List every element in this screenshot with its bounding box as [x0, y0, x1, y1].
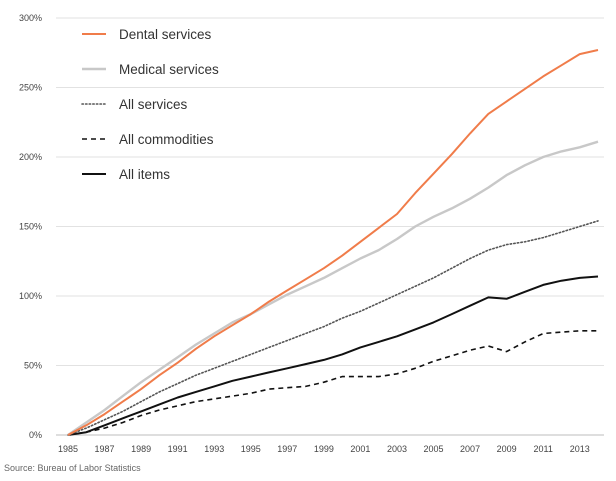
legend-label: All commodities — [119, 132, 214, 147]
y-tick-label: 200% — [19, 152, 42, 162]
y-axis-labels: 0% 50% 100% 150% 200% 250% 300% — [19, 13, 42, 440]
series-line-all-commodities — [67, 329, 598, 436]
x-tick-label: 1987 — [95, 444, 115, 454]
legend-label: All services — [119, 97, 188, 112]
x-tick-label: 2001 — [350, 444, 370, 454]
x-tick-label: 1997 — [277, 444, 297, 454]
y-tick-label: 150% — [19, 222, 42, 232]
x-tick-label: 2003 — [387, 444, 407, 454]
x-tick-label: 1991 — [168, 444, 188, 454]
x-tick-label: 2007 — [460, 444, 480, 454]
y-tick-label: 50% — [24, 361, 42, 371]
y-tick-label: 300% — [19, 13, 42, 23]
series-lines — [67, 49, 599, 436]
series-line-all-items — [67, 275, 599, 436]
x-tick-label: 2005 — [424, 444, 444, 454]
y-tick-label: 100% — [19, 291, 42, 301]
x-axis-labels: 1985 1987 1989 1991 1993 1995 1997 1999 2001 2003… — [58, 444, 590, 454]
legend-label: All items — [119, 167, 170, 182]
series-line-dental-services — [67, 49, 599, 436]
x-tick-label: 2013 — [570, 444, 590, 454]
legend-label: Dental services — [119, 27, 212, 42]
series-line-medical-services — [67, 140, 599, 436]
legend-label: Medical services — [119, 62, 219, 77]
x-tick-label: 1995 — [241, 444, 261, 454]
y-tick-label: 250% — [19, 83, 42, 93]
series-line-all-services — [67, 220, 599, 436]
x-tick-label: 2009 — [497, 444, 517, 454]
x-tick-label: 2011 — [533, 444, 552, 454]
y-tick-label: 0% — [29, 430, 42, 440]
source-note: Source: Bureau of Labor Statistics — [4, 463, 141, 473]
gridlines — [56, 17, 604, 436]
x-tick-label: 1993 — [204, 444, 224, 454]
legend: Dental services Medical services All servi… — [81, 27, 219, 182]
x-tick-label: 1985 — [58, 444, 78, 454]
x-tick-label: 1989 — [131, 444, 151, 454]
x-tick-label: 1999 — [314, 444, 334, 454]
